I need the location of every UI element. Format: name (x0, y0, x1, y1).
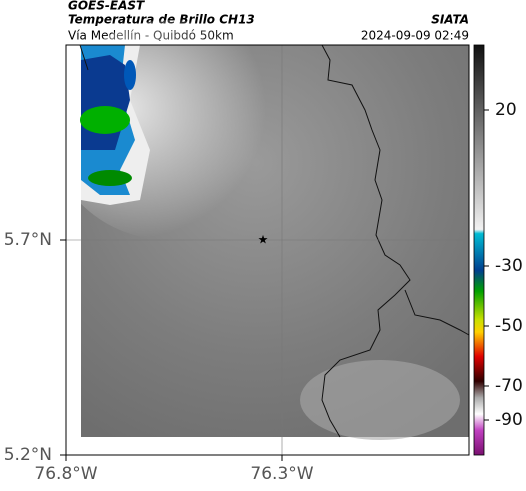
lon-label: 76.3°W (250, 464, 313, 484)
lat-label: 5.7°N (4, 230, 52, 250)
borders (79, 44, 470, 438)
lat-label: 5.2°N (4, 445, 52, 465)
colorbar-label: -50 (495, 316, 523, 336)
map-image (50, 20, 469, 440)
brand: SIATA (431, 13, 469, 27)
colorbar-label: -70 (495, 376, 523, 396)
timestamp: 2024-09-09 02:49 (361, 29, 469, 43)
colorbar (473, 44, 485, 456)
source: GOES-EAST (68, 0, 145, 13)
colorbar-label: 20 (495, 100, 517, 120)
lon-label: 76.8°W (34, 464, 97, 484)
location-star: ★ (258, 233, 269, 247)
map-frame (65, 44, 470, 456)
title: Temperatura de Brillo CH13 (68, 13, 255, 27)
axis-labels: 5.7°N 5.2°N76.8°W 76.3°W (4, 230, 314, 484)
colorbar-ticks: 20 -30 -50 -70 -90 (484, 100, 523, 430)
colorbar-label: -30 (495, 256, 523, 276)
colorbar-label: -90 (495, 410, 523, 430)
